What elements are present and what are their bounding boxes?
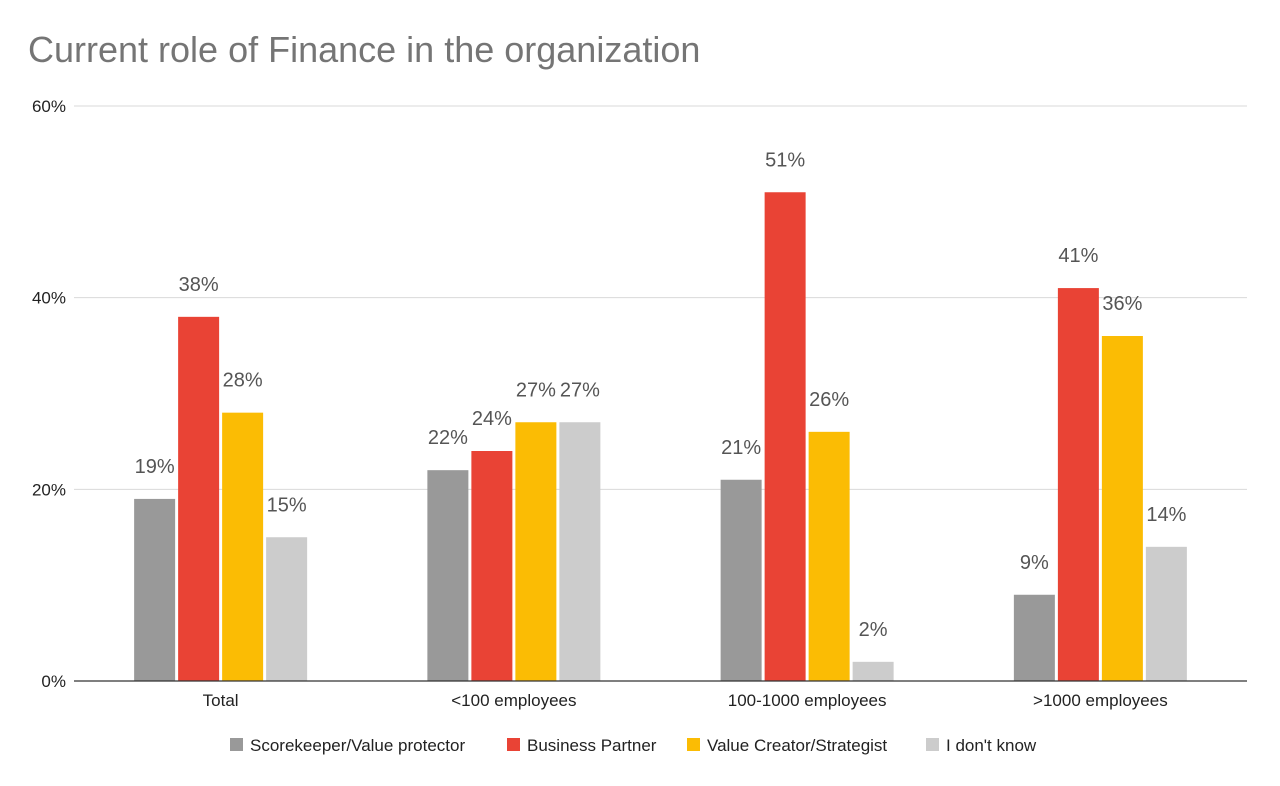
data-label: 28% [223,370,263,392]
data-label: 27% [560,379,600,401]
legend-item: Value Creator/Strategist [687,736,887,755]
legend-swatch [687,738,700,751]
bar [1101,336,1143,681]
x-tick-label: <100 employees [451,691,576,710]
x-tick-label: >1000 employees [1033,691,1168,710]
legend-label: I don't know [946,736,1037,755]
x-axis: Total <100 employees 100-1000 employees >10… [74,680,1247,710]
data-label: 51% [765,149,805,171]
bar [1057,288,1099,681]
x-tick-label: Total [203,691,239,710]
legend-label: Business Partner [527,736,657,755]
legend-label: Scorekeeper/Value protector [250,736,465,755]
y-tick-label: 40% [32,289,66,308]
bar [1145,546,1187,681]
data-label: 22% [428,427,468,449]
data-label: 41% [1058,245,1098,267]
bar [427,470,469,681]
data-label: 19% [135,456,175,478]
bar [266,537,308,681]
legend-item: Scorekeeper/Value protector [230,736,465,755]
legend-item: Business Partner [507,736,657,755]
data-label: 36% [1102,293,1142,315]
bar [559,422,601,681]
y-tick-label: 0% [41,672,66,691]
data-label: 15% [267,494,307,516]
legend-label: Value Creator/Strategist [707,736,887,755]
legend: Scorekeeper/Value protector Business Part… [230,736,1037,755]
bar [515,422,557,681]
bar [471,451,513,681]
bar [134,498,176,681]
legend-item: I don't know [926,736,1037,755]
data-label: 21% [721,437,761,459]
y-tick-label: 20% [32,480,66,499]
bar [720,479,762,681]
chart-title: Current role of Finance in the organizat… [28,29,700,70]
data-label: 24% [472,408,512,430]
gridlines: 0% 20% 40% 60% [32,97,1247,691]
data-label: 27% [516,379,556,401]
x-tick-label: 100-1000 employees [728,691,887,710]
data-labels: 19%38%28%15%22%24%27% 27%21%51%26%2%9%41%… [135,149,1187,641]
bar [222,412,264,681]
bars [134,192,1187,681]
data-label: 2% [859,619,888,641]
bar [178,316,220,681]
data-label: 26% [809,389,849,411]
data-label: 9% [1020,552,1049,574]
data-label: 14% [1146,504,1186,526]
data-label: 38% [179,274,219,296]
y-tick-label: 60% [32,97,66,116]
legend-swatch [926,738,939,751]
bar [852,661,894,681]
bar [1013,594,1055,681]
legend-swatch [230,738,243,751]
legend-swatch [507,738,520,751]
bar [764,192,806,681]
bar [808,431,850,681]
